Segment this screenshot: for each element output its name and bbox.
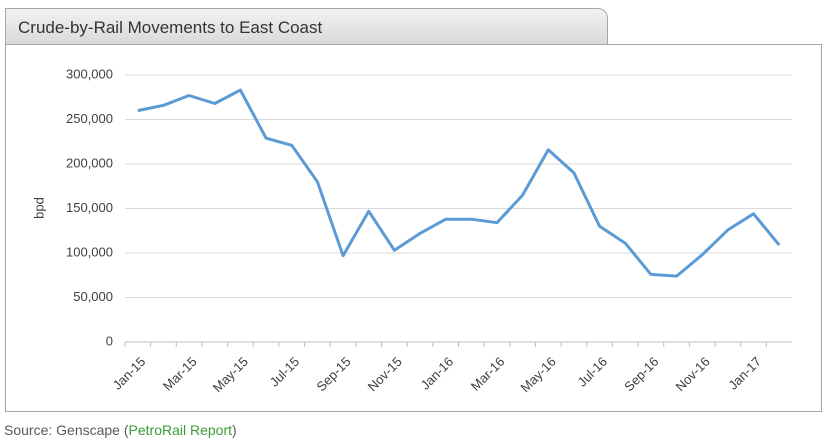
y-tick-label: 300,000 [66,66,113,81]
y-tick-label: 200,000 [66,155,113,170]
data-line [137,88,781,278]
source-link[interactable]: PetroRail Report [128,422,233,438]
y-tick-label: 50,000 [73,289,113,304]
source-text: Source: Genscape ( [4,422,129,438]
chart-title: Crude-by-Rail Movements to East Coast [18,18,323,37]
x-tick-label: May-16 [518,354,559,395]
x-tick-label: Jan-17 [725,354,764,393]
y-tick-label: 250,000 [66,111,113,126]
x-tick-label: Sep-15 [313,354,353,394]
x-tick-label: Sep-16 [621,354,661,394]
x-tick-label: Mar-16 [468,354,508,394]
x-tick-label: Jul-16 [574,354,610,390]
header-tab: Crude-by-Rail Movements to East Coast [5,8,608,45]
x-tick-label: Jul-15 [267,354,303,390]
y-tick-label: 100,000 [66,244,113,259]
chart: bpd 0 50,000 100,000 150,000 200,000 250,000 3… [31,66,792,395]
x-tick-label: Mar-15 [160,354,200,394]
x-tick-label: May-15 [210,354,251,395]
y-axis-label: bpd [31,197,46,219]
x-tick-label: Jan-16 [418,354,457,393]
y-tick-label: 150,000 [66,200,113,215]
x-tick-label: Nov-15 [365,354,405,394]
chart-frame [5,44,822,412]
x-tick-label: Nov-16 [673,354,713,394]
source-text: ) [232,422,237,438]
x-tick-label: Jan-15 [110,354,149,393]
source: Source: Genscape (PetroRail Report) [4,422,237,438]
y-tick-label: 0 [106,333,113,348]
